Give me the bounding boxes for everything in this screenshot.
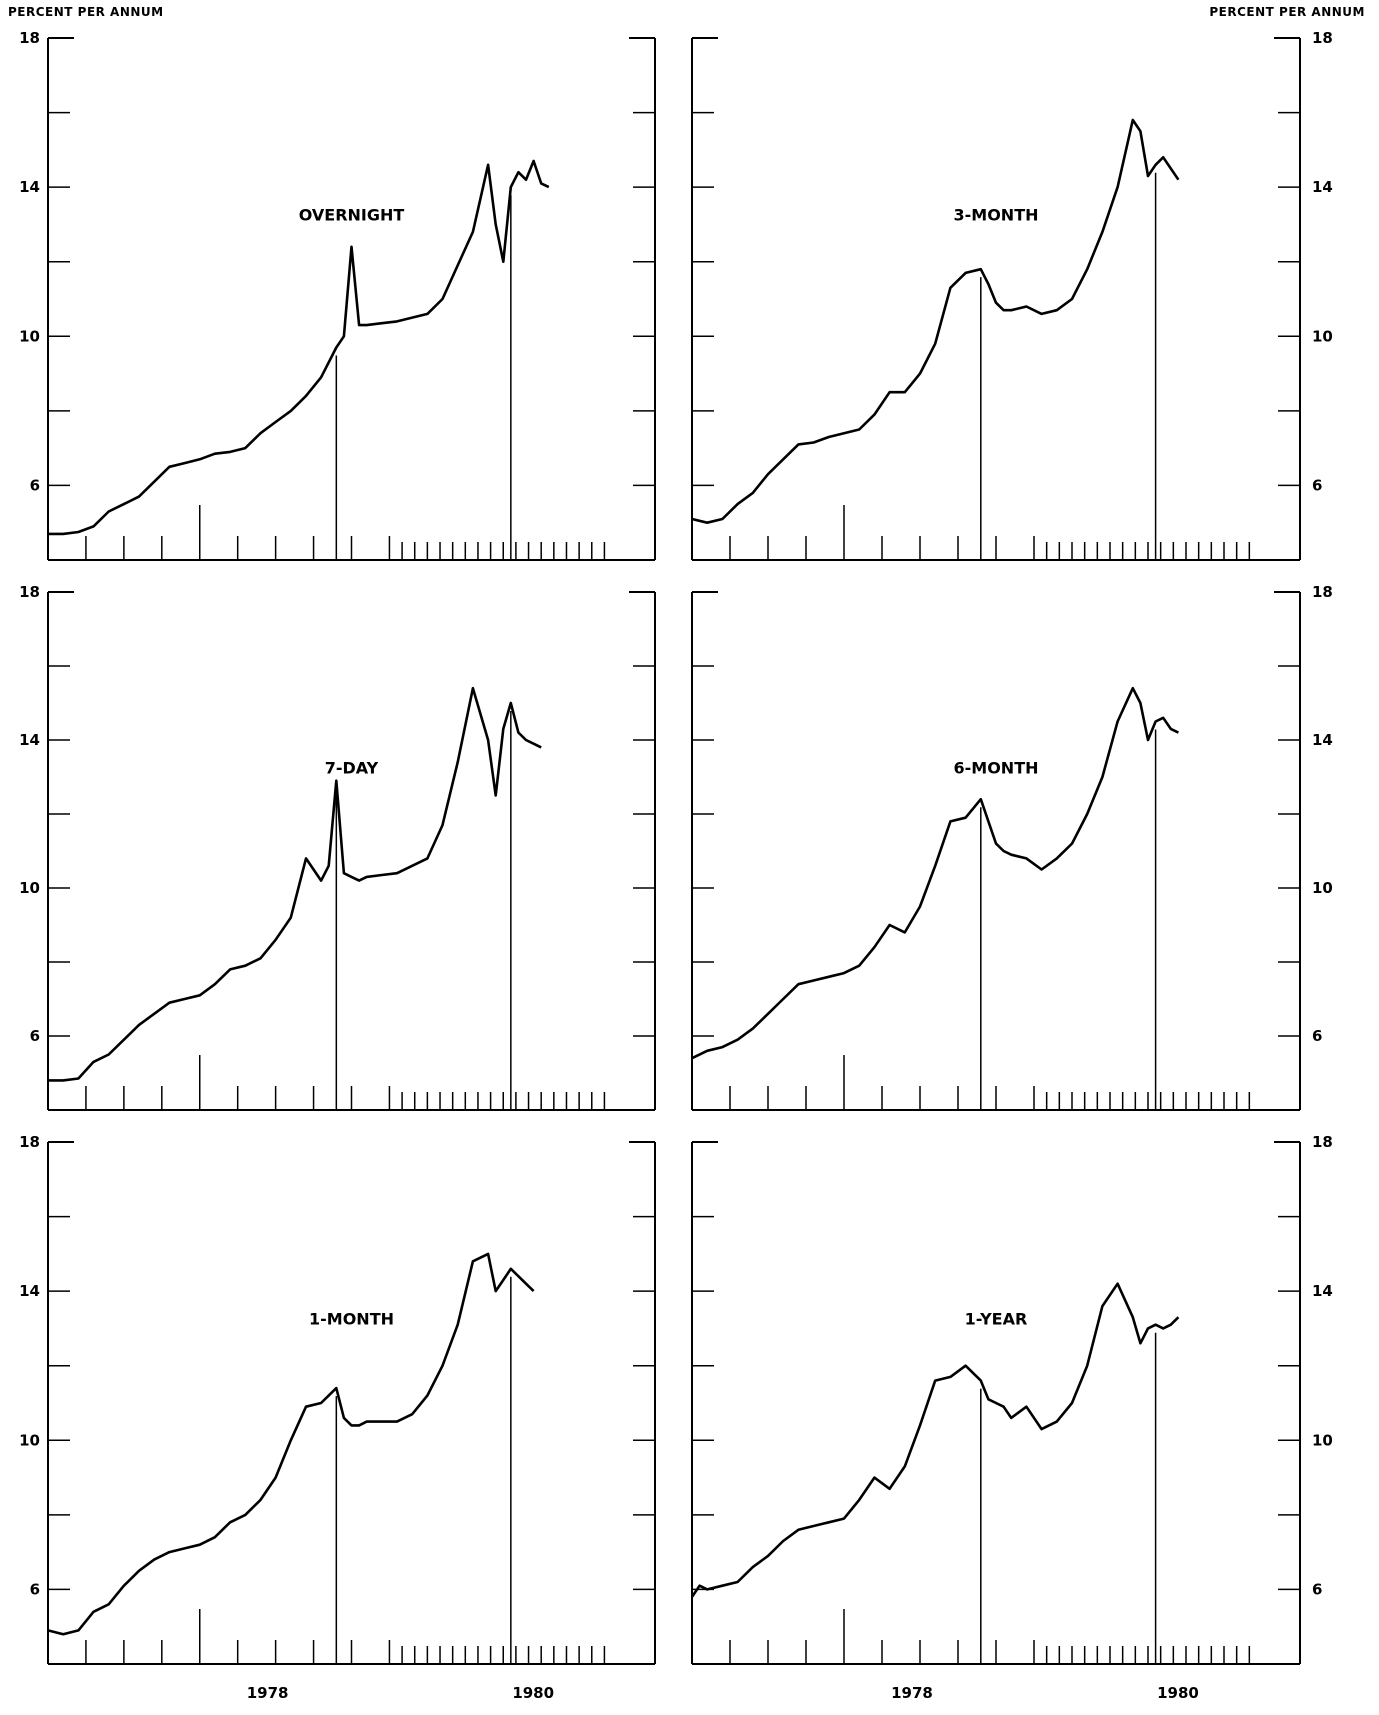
y-tick-label: 6 (1312, 1027, 1322, 1045)
panel-title: 3-MONTH (954, 206, 1039, 225)
series-line (691, 686, 1179, 1060)
y-tick-label: 18 (1312, 29, 1333, 47)
x-tick-label: 1980 (1157, 1684, 1199, 1702)
y-tick-label: 10 (19, 1431, 40, 1449)
panel-title: OVERNIGHT (299, 206, 405, 225)
series-line (690, 1282, 1180, 1598)
y-tick-label: 18 (1312, 1133, 1333, 1151)
panel-1-month: 6 10 14 18 1-MONTH 1978 1980 (19, 1133, 656, 1702)
x-tick-label: 1980 (512, 1684, 554, 1702)
y-tick-label: 10 (1312, 879, 1333, 897)
y-axis-label-right: PERCENT PER ANNUM (1209, 5, 1365, 19)
panel-title: 1-MONTH (309, 1310, 394, 1329)
panel-6-month: 6 10 14 18 6-MONTH (691, 583, 1333, 1111)
y-tick-label: 10 (1312, 1431, 1333, 1449)
series-line (691, 118, 1180, 524)
panel-title: 7-DAY (325, 758, 379, 777)
panel-title: 6-MONTH (954, 758, 1039, 777)
panel-title: 1-YEAR (965, 1310, 1028, 1329)
y-tick-label: 18 (19, 583, 40, 601)
panel-1-year: 6 10 14 18 1-YEAR 1978 1980 (690, 1133, 1333, 1702)
panel-3-month: 6 10 14 18 3-MONTH (691, 29, 1333, 561)
y-tick-label: 14 (19, 731, 40, 749)
y-tick-label: 14 (19, 1282, 40, 1300)
y-tick-label: 18 (19, 29, 40, 47)
panel-overnight: 6 10 14 18 OVERNIGHT (19, 29, 656, 561)
series-line (48, 159, 550, 536)
y-tick-label: 14 (19, 178, 40, 196)
panel-7-day: 6 10 14 18 7-DAY (19, 583, 656, 1111)
y-tick-label: 6 (30, 1027, 40, 1045)
y-tick-label: 6 (1312, 1580, 1322, 1598)
y-axis-label-left: PERCENT PER ANNUM (8, 5, 164, 19)
y-tick-label: 6 (30, 1580, 40, 1598)
y-tick-label: 6 (1312, 476, 1322, 494)
y-tick-label: 10 (1312, 327, 1333, 345)
y-tick-label: 6 (30, 476, 40, 494)
x-tick-label: 1978 (247, 1684, 289, 1702)
series-line (47, 1252, 535, 1636)
x-tick-label: 1978 (891, 1684, 933, 1702)
series-line (48, 686, 542, 1082)
y-tick-label: 10 (19, 879, 40, 897)
y-tick-label: 14 (1312, 1282, 1333, 1300)
y-tick-label: 10 (19, 327, 40, 345)
y-tick-label: 18 (1312, 583, 1333, 601)
y-tick-label: 14 (1312, 731, 1333, 749)
y-tick-label: 14 (1312, 178, 1333, 196)
y-tick-label: 18 (19, 1133, 40, 1151)
